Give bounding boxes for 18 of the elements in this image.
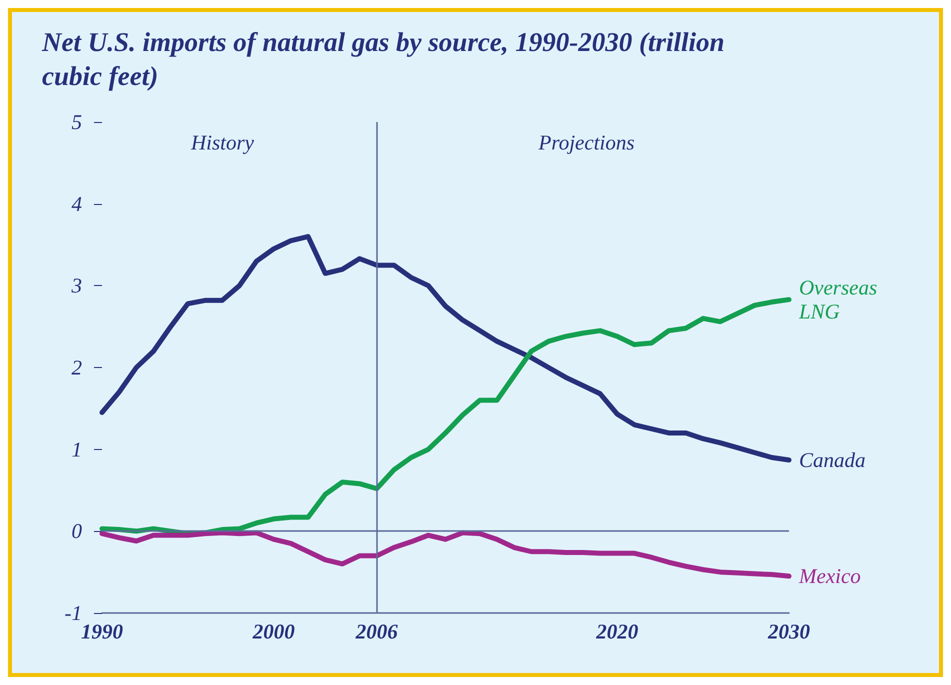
x-tick-label: 2020 bbox=[595, 620, 639, 644]
x-tick-label: 2006 bbox=[354, 620, 398, 644]
y-tick-label: 4 bbox=[72, 192, 82, 216]
y-tick-label: 5 bbox=[72, 110, 82, 134]
annotation: Projections bbox=[538, 130, 635, 154]
x-tick-label: 2030 bbox=[767, 620, 810, 644]
y-tick-label: -1 bbox=[64, 601, 82, 625]
y-tick-label: 3 bbox=[70, 274, 82, 298]
series-label: Canada bbox=[799, 448, 866, 472]
y-tick-label: 0 bbox=[72, 519, 82, 544]
series-label: Overseas LNG bbox=[798, 276, 882, 324]
series-label: Mexico bbox=[798, 564, 861, 588]
x-tick-label: 1990 bbox=[81, 620, 124, 644]
annotation: History bbox=[190, 130, 255, 154]
chart-title: Net U.S. imports of natural gas by source, 1990-2030 (trillion cubic feet) bbox=[41, 27, 732, 91]
x-tick-label: 2000 bbox=[252, 620, 296, 644]
y-tick-label: 1 bbox=[72, 437, 82, 462]
y-tick-label: 2 bbox=[72, 356, 82, 380]
